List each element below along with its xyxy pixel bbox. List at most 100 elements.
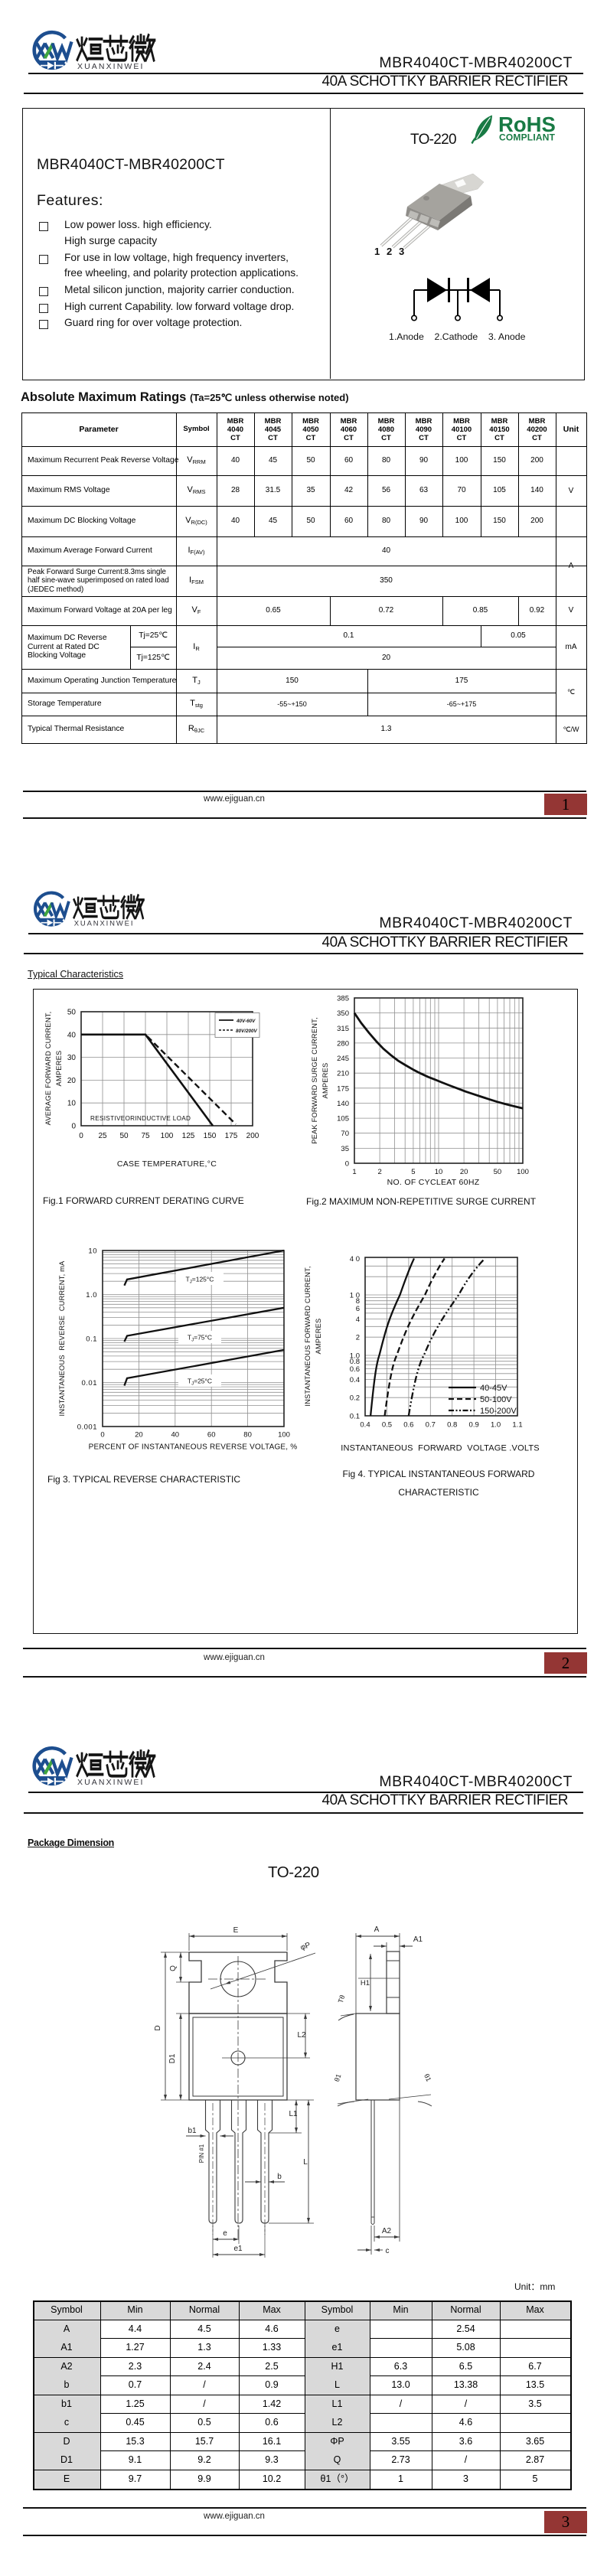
- svg-text:RESISTIVEORINDUCTIVE LOAD: RESISTIVEORINDUCTIVE LOAD: [90, 1115, 191, 1122]
- svg-text:6: 6: [356, 1305, 360, 1313]
- svg-text:40: 40: [171, 1431, 180, 1440]
- svg-text:Tθ: Tθ: [337, 1994, 347, 2004]
- svg-text:0.4: 0.4: [360, 1421, 370, 1430]
- svg-text:AMPERES: AMPERES: [55, 1051, 63, 1087]
- svg-text:Fig 3. TYPICAL REVERSE CHARACT: Fig 3. TYPICAL REVERSE CHARACTERISTIC: [47, 1474, 240, 1485]
- svg-text:e1: e1: [233, 2245, 243, 2253]
- svg-text:0.001: 0.001: [77, 1423, 97, 1432]
- svg-text:105: 105: [337, 1115, 349, 1123]
- svg-text:b: b: [277, 2173, 282, 2181]
- svg-text:10: 10: [88, 1247, 97, 1256]
- svg-text:COMPLIANT: COMPLIANT: [499, 132, 556, 143]
- svg-text:θ1: θ1: [423, 2072, 432, 2082]
- svg-text:RoHS: RoHS: [498, 112, 556, 136]
- svg-text:50: 50: [119, 1132, 129, 1140]
- svg-text:φP: φP: [299, 1941, 312, 1952]
- svg-text:INSTANTANEOUS FORWARD CURRENT,: INSTANTANEOUS FORWARD CURRENT,: [304, 1266, 312, 1406]
- svg-text:0: 0: [100, 1431, 104, 1440]
- svg-text:0.8: 0.8: [350, 1358, 360, 1366]
- svg-text:PIN #1: PIN #1: [198, 2144, 205, 2163]
- svg-text:c: c: [386, 2247, 390, 2255]
- svg-text:50: 50: [67, 1009, 77, 1017]
- svg-text:Fig.1 FORWARD CURRENT DERATING: Fig.1 FORWARD CURRENT DERATING CURVE: [43, 1195, 244, 1206]
- svg-text:0.7: 0.7: [426, 1421, 436, 1430]
- svg-text:XUANXINWEI: XUANXINWEI: [77, 62, 145, 71]
- svg-text:4 0: 4 0: [350, 1255, 360, 1264]
- svg-text:35: 35: [341, 1145, 349, 1153]
- svg-text:80V/200V: 80V/200V: [236, 1029, 257, 1034]
- svg-text:A: A: [374, 1925, 380, 1934]
- svg-text:2: 2: [377, 1168, 381, 1176]
- svg-text:75: 75: [141, 1132, 150, 1140]
- svg-text:40V-60V: 40V-60V: [236, 1019, 256, 1024]
- svg-text:80: 80: [243, 1431, 252, 1440]
- svg-text:H1: H1: [361, 1979, 370, 1987]
- svg-text:5: 5: [411, 1168, 415, 1176]
- svg-text:Fig.2 MAXIMUM NON-REPETITIVE S: Fig.2 MAXIMUM NON-REPETITIVE SURGE CURRE…: [306, 1196, 537, 1207]
- svg-text:0: 0: [79, 1132, 83, 1140]
- svg-text:175: 175: [337, 1084, 349, 1093]
- svg-text:60: 60: [207, 1431, 216, 1440]
- svg-text:XUANXINWEI: XUANXINWEI: [77, 1778, 145, 1787]
- svg-text:0.9: 0.9: [469, 1421, 479, 1430]
- svg-text:L: L: [303, 2158, 308, 2167]
- svg-text:245: 245: [337, 1055, 349, 1063]
- svg-text:0.1: 0.1: [350, 1413, 360, 1421]
- svg-text:0: 0: [345, 1160, 349, 1169]
- svg-text:D1: D1: [168, 2053, 177, 2063]
- svg-text:175: 175: [225, 1132, 238, 1140]
- svg-text:100: 100: [278, 1431, 290, 1440]
- svg-text:385: 385: [337, 995, 349, 1003]
- svg-text:L2: L2: [297, 2031, 306, 2040]
- svg-text:100: 100: [161, 1132, 174, 1140]
- svg-text:e: e: [223, 2229, 227, 2238]
- svg-text:AVERAGE FORWARD CURRENT,: AVERAGE FORWARD CURRENT,: [44, 1012, 52, 1126]
- svg-text:D: D: [154, 2025, 162, 2030]
- svg-text:25: 25: [98, 1132, 107, 1140]
- svg-text:100: 100: [517, 1168, 529, 1176]
- svg-text:315: 315: [337, 1025, 349, 1033]
- svg-text:1 0: 1 0: [350, 1292, 360, 1300]
- svg-text:0.5: 0.5: [382, 1421, 392, 1430]
- svg-text:PEAK FORWARD SURGE CURRENT,: PEAK FORWARD SURGE CURRENT,: [311, 1017, 318, 1144]
- svg-text:PERCENT OF INSTANTANEOUS REVER: PERCENT OF INSTANTANEOUS REVERSE VOLTAGE…: [89, 1443, 298, 1452]
- svg-text:L1: L1: [289, 2110, 298, 2118]
- svg-text:8: 8: [356, 1297, 360, 1306]
- svg-text:XUANXINWEI: XUANXINWEI: [74, 920, 135, 928]
- svg-text:20: 20: [135, 1431, 143, 1440]
- svg-text:125: 125: [182, 1132, 195, 1140]
- svg-text:CASE TEMPERATURE,°C: CASE TEMPERATURE,°C: [117, 1159, 217, 1169]
- svg-text:280: 280: [337, 1039, 349, 1048]
- svg-text:0.1: 0.1: [86, 1335, 97, 1344]
- svg-text:INSTANTANEOUS FORWARD VOLTAG: INSTANTANEOUS FORWARD VOLTAGE .VOLTS: [341, 1444, 540, 1453]
- svg-text:2: 2: [356, 1334, 360, 1342]
- svg-text:NO. OF CYCLEAT 60HZ: NO. OF CYCLEAT 60HZ: [387, 1178, 480, 1187]
- svg-text:0.6: 0.6: [403, 1421, 413, 1430]
- svg-text:0.6: 0.6: [350, 1365, 360, 1374]
- svg-text:70: 70: [341, 1130, 349, 1138]
- svg-text:Fig 4. TYPICAL INSTANTANEOUS F: Fig 4. TYPICAL INSTANTANEOUS FORWARD: [343, 1469, 535, 1479]
- svg-text:10: 10: [67, 1100, 77, 1108]
- svg-text:1.1: 1.1: [512, 1421, 522, 1430]
- svg-text:50: 50: [494, 1168, 502, 1176]
- svg-text:E: E: [233, 1926, 239, 1935]
- svg-text:1: 1: [352, 1168, 356, 1176]
- svg-text:20: 20: [460, 1168, 468, 1176]
- svg-text:θ1: θ1: [333, 2073, 343, 2083]
- svg-text:140: 140: [337, 1100, 349, 1108]
- svg-text:CHARACTERISTIC: CHARACTERISTIC: [398, 1487, 479, 1498]
- svg-text:TJ=25°C: TJ=25°C: [188, 1378, 212, 1387]
- svg-text:0.01: 0.01: [82, 1379, 98, 1387]
- svg-text:150-200V: 150-200V: [480, 1407, 517, 1416]
- svg-text:TJ=125°C: TJ=125°C: [186, 1276, 214, 1285]
- svg-text:Q: Q: [169, 1965, 178, 1971]
- svg-text:150: 150: [204, 1132, 217, 1140]
- svg-text:0.8: 0.8: [447, 1421, 457, 1430]
- svg-text:A2: A2: [382, 2227, 392, 2235]
- svg-text:1.0: 1.0: [86, 1291, 97, 1299]
- svg-text:4: 4: [356, 1316, 360, 1324]
- svg-text:0.2: 0.2: [350, 1394, 360, 1403]
- svg-text:10: 10: [435, 1168, 443, 1176]
- svg-text:0.4: 0.4: [350, 1376, 360, 1384]
- svg-text:AMPERES: AMPERES: [315, 1319, 322, 1355]
